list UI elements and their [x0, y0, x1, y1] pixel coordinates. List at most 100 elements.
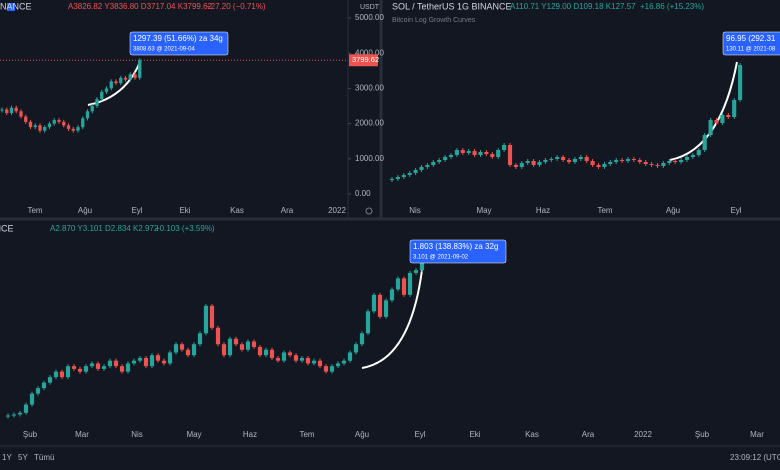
- y-tick-label: 0.00: [355, 189, 371, 198]
- candle: [365, 311, 371, 334]
- candle: [161, 360, 167, 364]
- candle: [519, 163, 524, 167]
- candle: [738, 65, 743, 100]
- candle: [496, 150, 501, 157]
- candle: [59, 371, 65, 378]
- candle: [77, 368, 83, 372]
- settings-icon[interactable]: [365, 207, 373, 215]
- candle: [263, 349, 269, 356]
- candle: [708, 120, 713, 135]
- candle: [353, 344, 359, 353]
- x-tick-label: May: [476, 206, 491, 215]
- x-tick-label: Tem: [299, 430, 314, 439]
- candle: [43, 127, 47, 131]
- clock: 23:09:12 (UTC: [730, 453, 780, 462]
- change: +0.103 (+3.59%): [155, 224, 215, 233]
- last-price-badge: [349, 54, 378, 67]
- candle: [33, 125, 37, 128]
- candle: [614, 160, 619, 162]
- candle: [83, 366, 89, 372]
- candle: [275, 357, 281, 361]
- x-tick-label: Haz: [243, 430, 257, 439]
- candle: [590, 161, 595, 165]
- candle: [104, 88, 109, 92]
- candle: [335, 363, 341, 367]
- candle: [119, 366, 125, 372]
- candle: [113, 360, 119, 367]
- annotation-title: 96.95 (292.31: [726, 34, 776, 43]
- x-tick-label: Eki: [179, 206, 190, 215]
- y-tick-label: 1000.00: [355, 154, 384, 163]
- candle: [649, 164, 654, 165]
- candle: [89, 363, 95, 367]
- candle: [413, 170, 418, 173]
- ohlc: A3826.82 Y3836.80 D3717.04 K3799.62: [68, 2, 213, 11]
- candle: [35, 388, 41, 394]
- candle: [425, 165, 430, 167]
- candle: [133, 74, 137, 78]
- candle: [0, 109, 4, 111]
- range-button[interactable]: 5Y: [18, 453, 28, 462]
- candle: [341, 360, 347, 364]
- x-tick-label: Nis: [409, 206, 421, 215]
- candle: [323, 366, 329, 372]
- candle: [329, 366, 335, 372]
- candle: [413, 270, 419, 273]
- candle: [215, 327, 221, 345]
- candle: [702, 135, 707, 150]
- candle: [673, 161, 678, 162]
- candle: [537, 162, 542, 165]
- candle: [90, 106, 94, 112]
- candle: [109, 81, 113, 89]
- change: +16.86 (+15.23%): [640, 2, 704, 11]
- candle: [561, 157, 566, 160]
- candle: [431, 162, 436, 165]
- candle: [395, 177, 400, 179]
- candle: [167, 352, 173, 364]
- candle: [28, 121, 33, 128]
- x-tick-label: Eki: [469, 430, 480, 439]
- candle: [128, 74, 132, 80]
- candle: [578, 157, 583, 159]
- range-button[interactable]: Tümü: [34, 453, 54, 462]
- x-tick-label: 2022: [328, 206, 346, 215]
- candle: [5, 415, 11, 417]
- x-tick-label: Kas: [230, 206, 244, 215]
- candle: [317, 360, 323, 367]
- range-button[interactable]: 1Y: [2, 453, 12, 462]
- candle: [185, 349, 191, 356]
- x-tick-label: Haz: [536, 206, 550, 215]
- candle: [209, 305, 215, 328]
- candle: [71, 128, 75, 131]
- candle: [478, 152, 483, 155]
- candle: [29, 393, 35, 405]
- arrow: [361, 269, 423, 369]
- candle: [513, 165, 518, 167]
- symbol: NANCE: [0, 223, 14, 233]
- x-tick-label: Ağu: [666, 206, 680, 215]
- candle: [502, 145, 507, 150]
- candle: [643, 162, 648, 164]
- candle: [23, 404, 29, 413]
- candle: [95, 98, 99, 106]
- candle: [490, 154, 495, 157]
- candle: [221, 344, 227, 356]
- candle: [596, 165, 601, 167]
- x-tick-label: Ağu: [78, 206, 92, 215]
- symbol: SOL / TetherUS 1G BINANCE: [392, 1, 512, 11]
- candle: [5, 109, 9, 114]
- candle: [149, 355, 155, 367]
- candle: [47, 123, 52, 128]
- candle: [137, 357, 143, 361]
- candle: [584, 157, 589, 161]
- candle: [114, 81, 118, 84]
- candle: [419, 261, 425, 271]
- candle: [407, 272, 413, 295]
- candle: [389, 289, 395, 301]
- candle: [419, 167, 424, 170]
- candle: [81, 118, 85, 128]
- candle: [138, 60, 142, 78]
- candle: [437, 160, 442, 162]
- annotation-detail: 3808.63 @ 2021-09-04: [133, 47, 195, 53]
- x-tick-label: Nis: [131, 430, 143, 439]
